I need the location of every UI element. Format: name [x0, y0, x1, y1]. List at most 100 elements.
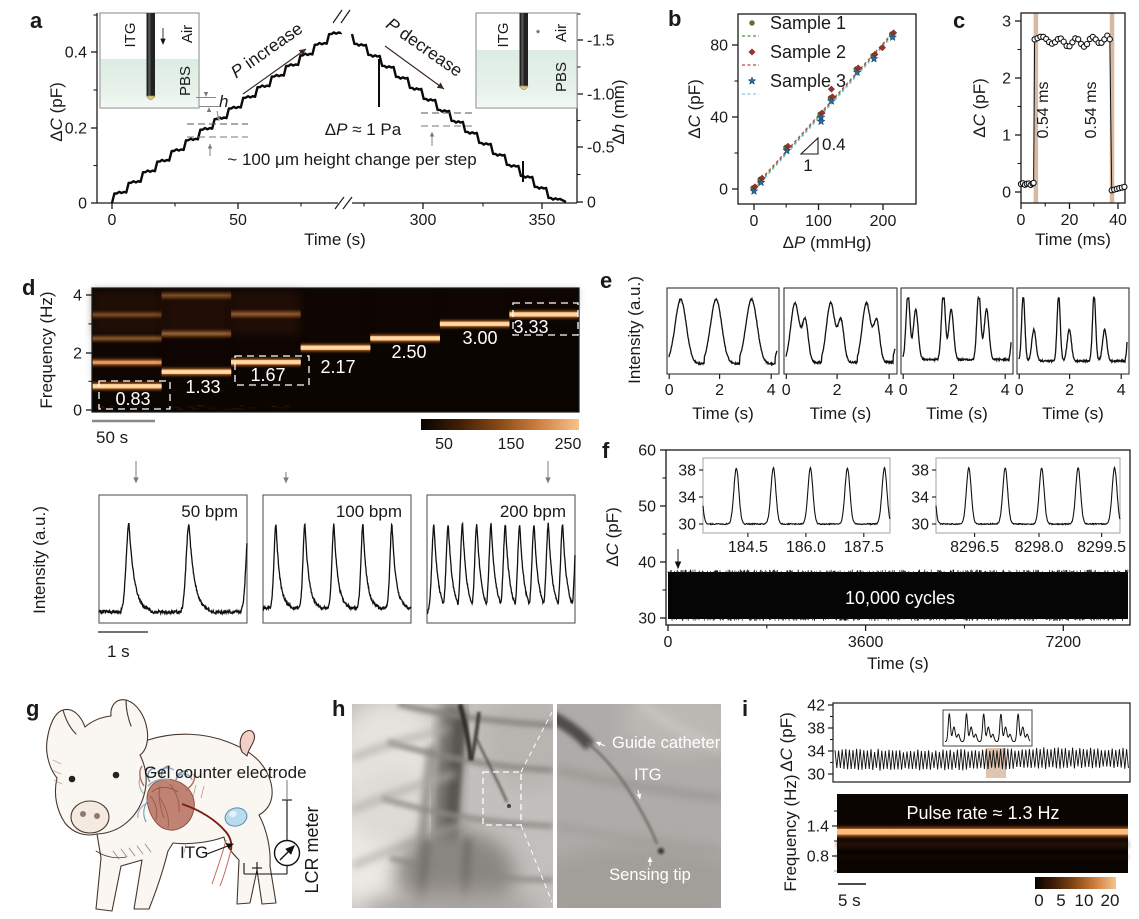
- svg-text:50 bpm: 50 bpm: [181, 502, 238, 521]
- svg-text:38: 38: [911, 463, 929, 480]
- svg-text:0: 0: [664, 634, 673, 651]
- svg-text:Air: Air: [553, 24, 570, 42]
- svg-text:3600: 3600: [848, 634, 884, 651]
- svg-text:PBS: PBS: [177, 66, 194, 96]
- svg-text:4: 4: [767, 382, 776, 399]
- svg-text:ITG: ITG: [122, 23, 139, 48]
- svg-text:50: 50: [229, 212, 247, 229]
- svg-text:0: 0: [1015, 382, 1024, 399]
- svg-text:0: 0: [782, 382, 791, 399]
- svg-text:Air: Air: [179, 25, 196, 43]
- svg-text:4: 4: [73, 288, 82, 305]
- svg-text:0: 0: [1002, 185, 1011, 202]
- svg-text:ΔP (mmHg): ΔP (mmHg): [783, 233, 872, 252]
- svg-text:100: 100: [805, 213, 832, 230]
- svg-text:c: c: [953, 8, 965, 33]
- svg-text:8299.5: 8299.5: [1077, 539, 1126, 556]
- svg-text:2: 2: [833, 382, 842, 399]
- svg-text:2: 2: [715, 382, 724, 399]
- svg-text:186.0: 186.0: [786, 539, 826, 556]
- svg-text:ΔC (pF): ΔC (pF): [970, 78, 989, 138]
- svg-text:0: 0: [587, 195, 596, 212]
- svg-text:350: 350: [529, 212, 556, 229]
- svg-text:40: 40: [638, 555, 656, 572]
- svg-text:4: 4: [885, 382, 894, 399]
- svg-text:Pulse rate ≈ 1.3 Hz: Pulse rate ≈ 1.3 Hz: [907, 803, 1060, 823]
- svg-text:d: d: [22, 275, 35, 300]
- svg-text:Frequency (Hz): Frequency (Hz): [781, 774, 800, 891]
- svg-text:i: i: [742, 696, 748, 721]
- svg-text:8296.5: 8296.5: [950, 539, 999, 556]
- svg-text:2: 2: [1065, 382, 1074, 399]
- svg-text:150: 150: [498, 436, 525, 453]
- svg-text:2: 2: [73, 346, 82, 363]
- svg-text:ΔC (pF): ΔC (pF): [685, 79, 704, 139]
- svg-text:0: 0: [73, 403, 82, 420]
- svg-text:Sample 2: Sample 2: [770, 42, 846, 62]
- svg-text:ITG: ITG: [634, 766, 662, 784]
- svg-text:-0.5: -0.5: [587, 140, 615, 157]
- svg-text:ΔP ≈ 1 Pa: ΔP ≈ 1 Pa: [325, 120, 402, 139]
- svg-text:0.2: 0.2: [65, 121, 87, 138]
- svg-text:10: 10: [1075, 891, 1094, 910]
- svg-text:2.50: 2.50: [391, 342, 426, 362]
- svg-text:1: 1: [803, 156, 812, 175]
- svg-text:3.33: 3.33: [513, 317, 548, 337]
- svg-text:1: 1: [1002, 128, 1011, 145]
- svg-text:20: 20: [1101, 891, 1120, 910]
- svg-text:*: *: [536, 28, 541, 40]
- svg-text:42: 42: [807, 698, 825, 715]
- svg-text:5 s: 5 s: [838, 891, 861, 910]
- svg-text:Time (s): Time (s): [867, 654, 929, 673]
- svg-text:40: 40: [1109, 212, 1127, 229]
- svg-text:0.4: 0.4: [822, 135, 846, 154]
- svg-text:50 s: 50 s: [96, 428, 128, 447]
- svg-text:Sensing tip: Sensing tip: [609, 866, 691, 884]
- svg-text:30: 30: [638, 611, 656, 628]
- svg-text:2.17: 2.17: [320, 357, 355, 377]
- svg-text:34: 34: [678, 490, 696, 507]
- svg-text:Frequency (Hz): Frequency (Hz): [37, 291, 56, 408]
- svg-text:200 bpm: 200 bpm: [500, 502, 566, 521]
- svg-text:80: 80: [710, 38, 728, 55]
- svg-text:50: 50: [638, 499, 656, 516]
- svg-text:0: 0: [719, 182, 728, 199]
- svg-text:Time (s): Time (s): [810, 404, 872, 423]
- svg-text:ITG: ITG: [495, 23, 512, 48]
- svg-text:h: h: [332, 696, 345, 721]
- svg-text:250: 250: [555, 436, 582, 453]
- svg-text:Time (ms): Time (ms): [1035, 230, 1111, 249]
- svg-text:~ 100 μm height change per ste: ~ 100 μm height change per step: [227, 150, 476, 169]
- svg-text:Intensity (a.u.): Intensity (a.u.): [625, 276, 644, 384]
- svg-text:Time (s): Time (s): [1042, 404, 1104, 423]
- svg-text:60: 60: [638, 443, 656, 460]
- svg-text:0: 0: [108, 212, 117, 229]
- svg-text:40: 40: [710, 110, 728, 127]
- svg-text:0.54 ms: 0.54 ms: [1083, 82, 1100, 139]
- svg-text:30: 30: [807, 767, 825, 784]
- svg-text:4: 4: [1001, 382, 1010, 399]
- svg-text:8298.0: 8298.0: [1015, 539, 1064, 556]
- svg-text:2: 2: [949, 382, 958, 399]
- svg-text:-1.0: -1.0: [587, 87, 615, 104]
- svg-text:20: 20: [1061, 212, 1079, 229]
- svg-text:1 s: 1 s: [107, 642, 130, 661]
- svg-text:Sample 1: Sample 1: [770, 13, 846, 33]
- svg-text:ITG: ITG: [180, 843, 208, 862]
- svg-text:Time (s): Time (s): [692, 404, 754, 423]
- svg-text:Guide catheter: Guide catheter: [612, 734, 721, 752]
- svg-text:0: 0: [665, 382, 674, 399]
- svg-text:187.5: 187.5: [844, 539, 884, 556]
- svg-text:10,000 cycles: 10,000 cycles: [845, 588, 955, 608]
- svg-text:e: e: [600, 268, 612, 293]
- svg-text:Gel counter electrode: Gel counter electrode: [144, 763, 307, 782]
- svg-text:300: 300: [410, 212, 437, 229]
- svg-text:0: 0: [750, 213, 759, 230]
- svg-text:ΔC (pF): ΔC (pF): [603, 507, 622, 567]
- svg-text:7200: 7200: [1045, 634, 1081, 651]
- svg-text:f: f: [602, 438, 610, 463]
- svg-text:ΔC (pF): ΔC (pF): [47, 82, 66, 142]
- svg-text:0.8: 0.8: [807, 849, 829, 866]
- svg-text:0: 0: [899, 382, 908, 399]
- svg-text:1.67: 1.67: [250, 365, 285, 385]
